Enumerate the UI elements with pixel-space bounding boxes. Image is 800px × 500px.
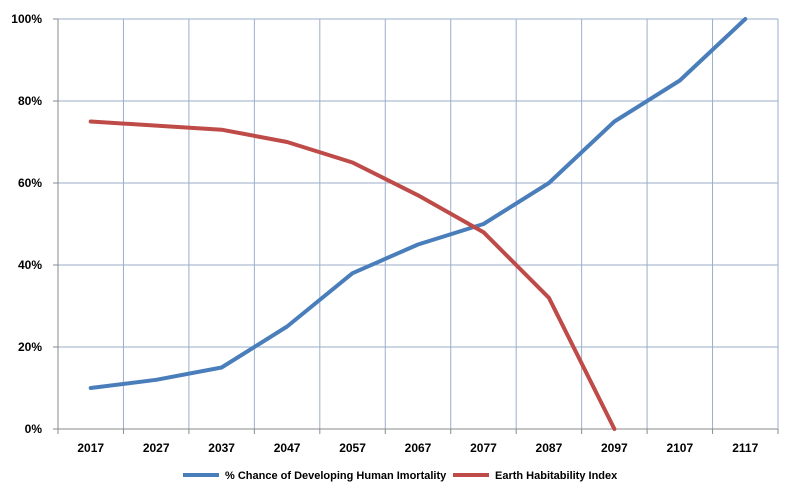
legend-label: Earth Habitability Index xyxy=(495,470,618,482)
y-tick-label: 60% xyxy=(18,176,42,190)
x-tick-label: 2077 xyxy=(470,441,497,455)
x-tick-label: 2097 xyxy=(601,441,628,455)
legend-entry-1: % Chance of Developing Human Imortality xyxy=(183,470,447,482)
y-tick-label: 100% xyxy=(11,12,42,26)
legend-label: % Chance of Developing Human Imortality xyxy=(225,470,447,482)
series-line-1 xyxy=(88,17,748,390)
legend-entry-2: Earth Habitability Index xyxy=(453,470,618,482)
grid-lines xyxy=(58,18,778,429)
y-tick-label: 20% xyxy=(18,340,42,354)
y-tick-label: 0% xyxy=(25,422,43,436)
plot-area xyxy=(53,18,779,434)
x-tick-label: 2057 xyxy=(339,441,366,455)
y-tick-label: 40% xyxy=(18,258,42,272)
x-tick-label: 2047 xyxy=(274,441,301,455)
x-tick-label: 2087 xyxy=(536,441,563,455)
x-tick-label: 2027 xyxy=(143,441,170,455)
x-tick-label: 2037 xyxy=(208,441,235,455)
x-tick-label: 2067 xyxy=(405,441,432,455)
series-lines xyxy=(88,17,748,431)
x-axis-tick-labels: 2017 2027 2037 2047 2057 2067 2077 2087 2097 2107… xyxy=(77,441,758,455)
x-tick-label: 2117 xyxy=(732,441,758,455)
series-line-2 xyxy=(88,119,617,431)
y-tick-label: 80% xyxy=(18,94,42,108)
x-tick-label: 2017 xyxy=(77,441,104,455)
x-tick-label: 2107 xyxy=(666,441,693,455)
legend: % Chance of Developing Human Imortality E… xyxy=(183,470,618,482)
y-axis-tick-labels: 0% 20% 40% 60% 80% 100% xyxy=(11,12,42,436)
